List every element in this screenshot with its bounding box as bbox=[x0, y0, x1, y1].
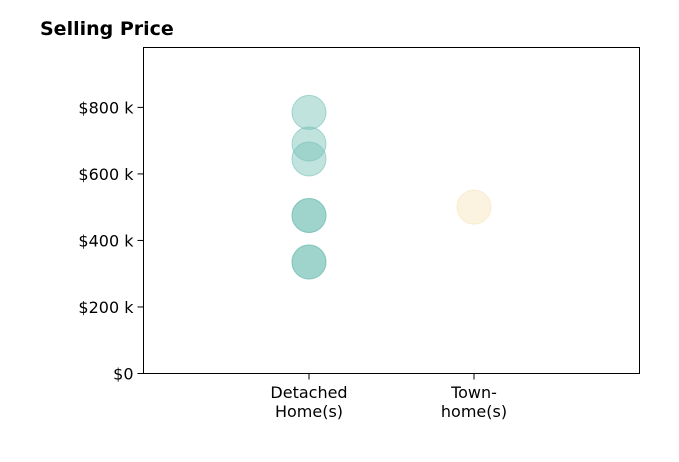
data-points bbox=[291, 94, 492, 280]
data-point bbox=[456, 189, 492, 225]
y-tick-label: $600 k bbox=[78, 165, 134, 184]
chart-title: Selling Price bbox=[40, 18, 174, 40]
x-tick-label-line: Home(s) bbox=[275, 402, 343, 421]
x-axis: Detached Home(s) Town-home(s) bbox=[270, 373, 507, 421]
x-tick-label-line: Town- bbox=[450, 383, 497, 402]
x-tick-label-line: Detached bbox=[270, 383, 347, 402]
y-tick-label: $400 k bbox=[78, 231, 134, 250]
x-tick-label: Detached Home(s) bbox=[270, 383, 347, 421]
data-point bbox=[291, 126, 327, 162]
data-point bbox=[291, 141, 327, 177]
x-tick-label-line: home(s) bbox=[441, 402, 507, 421]
data-point bbox=[291, 94, 327, 130]
data-point bbox=[291, 244, 327, 280]
x-tick-label: Town-home(s) bbox=[441, 383, 507, 421]
data-point bbox=[291, 197, 327, 233]
plot-frame bbox=[143, 47, 640, 374]
y-tick-label: $200 k bbox=[78, 298, 134, 317]
y-tick-label: $0 bbox=[113, 365, 133, 384]
y-tick-label: $800 k bbox=[78, 98, 134, 117]
y-axis: $0 $200 k $400 k $600 k $800 k bbox=[78, 98, 144, 384]
